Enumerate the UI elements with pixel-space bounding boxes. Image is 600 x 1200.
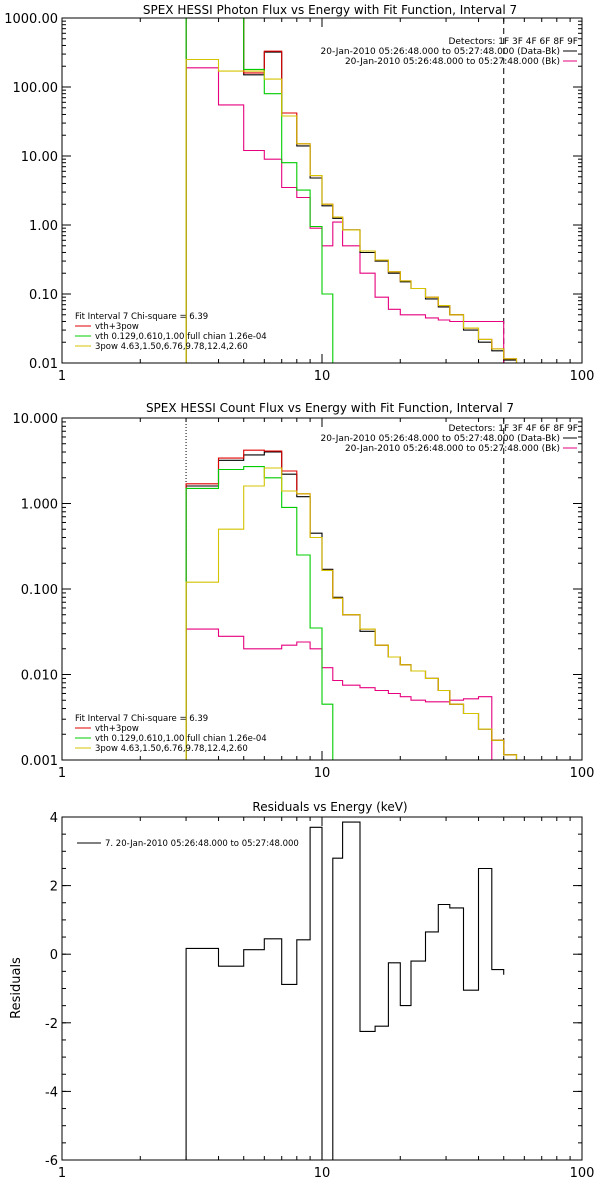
count-flux-frame bbox=[61, 417, 583, 761]
vth-fit-series-line bbox=[185, 18, 334, 363]
3pow-fit-series-line bbox=[185, 467, 533, 760]
residuals-frame bbox=[61, 816, 583, 1161]
detectors-label: Detectors: 1F 3F 4F 6F 8F 9F bbox=[448, 424, 578, 434]
count-flux-axes: 1 10 100 0.001 0.010 0.100 1.000 10.000 bbox=[13, 412, 595, 781]
data-bk-series-line bbox=[185, 18, 518, 363]
background-series-line bbox=[185, 67, 505, 363]
x-tick-label: 100 bbox=[570, 369, 595, 384]
residuals-series-line bbox=[185, 821, 505, 1160]
photon-flux-title: SPEX HESSI Photon Flux vs Energy with Fi… bbox=[143, 3, 517, 17]
fit-interval-label: Fit Interval 7 Chi-square = 6.39 bbox=[75, 714, 208, 724]
y-tick-label: 10.00 bbox=[21, 150, 58, 165]
plot-area bbox=[185, 418, 533, 760]
plot-area bbox=[185, 821, 505, 1160]
residuals-panel: Residuals vs Energy (keV) 1 10 100 -6 -4 -2 0 2… bbox=[9, 800, 594, 1181]
y-tick-label: 0.01 bbox=[29, 357, 58, 372]
vth-fit-series-line bbox=[185, 466, 334, 760]
count-flux-info: Detectors: 1F 3F 4F 6F 8F 9F 20-Jan-2010… bbox=[321, 424, 578, 454]
photon-flux-axes: 1 10 100 0.01 0.10 1.00 10.00 100.00 1000.00 bbox=[4, 12, 594, 384]
x-tick-label: 10 bbox=[314, 1166, 331, 1181]
x-tick-label: 10 bbox=[314, 766, 331, 781]
detectors-label: Detectors: 1F 3F 4F 6F 8F 9F bbox=[448, 37, 578, 47]
fit-total-label: vth+3pow bbox=[95, 322, 139, 332]
y-tick-label: 1.000 bbox=[21, 498, 58, 513]
x-tick-label: 100 bbox=[570, 766, 595, 781]
y-tick-label: 0.001 bbox=[21, 754, 58, 769]
y-tick-label: -4 bbox=[45, 1085, 58, 1100]
y-tick-label: 0.100 bbox=[21, 583, 58, 598]
x-tick-label: 1 bbox=[58, 369, 66, 384]
fit-vth-label: vth 0.129,0.610,1.00 full chian 1.26e-04 bbox=[95, 332, 267, 342]
residuals-series bbox=[185, 821, 505, 1160]
fit-3pow-label: 3pow 4.63,1.50,6.76,9.78,12.4,2.60 bbox=[95, 744, 248, 754]
y-tick-label: 2 bbox=[50, 880, 58, 895]
photon-flux-fit-legend: Fit Interval 7 Chi-square = 6.39 vth+3po… bbox=[75, 312, 267, 352]
fit-3pow-label: 3pow 4.63,1.50,6.76,9.78,12.4,2.60 bbox=[95, 342, 248, 352]
y-tick-label: 4 bbox=[50, 811, 58, 826]
count-flux-panel: SPEX HESSI Count Flux vs Energy with Fit… bbox=[13, 401, 595, 781]
photon-flux-frame bbox=[61, 17, 583, 364]
3pow-fit-series-line bbox=[185, 58, 518, 363]
photon-flux-series bbox=[185, 18, 518, 363]
fit-total-label: vth+3pow bbox=[95, 724, 139, 734]
photon-flux-info: Detectors: 1F 3F 4F 6F 8F 9F 20-Jan-2010… bbox=[321, 37, 578, 67]
y-tick-label: 10.000 bbox=[13, 412, 59, 427]
fit-vth-label: vth 0.129,0.610,1.00 full chian 1.26e-04 bbox=[95, 734, 267, 744]
y-tick-label: -2 bbox=[45, 1017, 58, 1032]
fit-interval-label: Fit Interval 7 Chi-square = 6.39 bbox=[75, 312, 208, 322]
residuals-legend-label: 7. 20-Jan-2010 05:26:48.000 to 05:27:48.… bbox=[105, 839, 299, 849]
photon-flux-panel: SPEX HESSI Photon Flux vs Energy with Fi… bbox=[4, 3, 594, 384]
x-tick-label: 10 bbox=[314, 369, 331, 384]
count-flux-title: SPEX HESSI Count Flux vs Energy with Fit… bbox=[146, 401, 514, 415]
y-tick-label: -6 bbox=[45, 1154, 58, 1169]
plot-area bbox=[185, 18, 518, 363]
y-tick-label: 0.010 bbox=[21, 669, 58, 684]
data-bk-label: 20-Jan-2010 05:26:48.000 to 05:27:48.000… bbox=[321, 434, 560, 444]
y-tick-label: 0 bbox=[50, 948, 58, 963]
residuals-ylabel: Residuals bbox=[9, 957, 24, 1019]
x-tick-label: 100 bbox=[570, 1166, 595, 1181]
data-bk-label: 20-Jan-2010 05:26:48.000 to 05:27:48.000… bbox=[321, 47, 560, 57]
bk-label: 20-Jan-2010 05:26:48.000 to 05:27:48.000… bbox=[345, 444, 560, 454]
y-tick-label: 1.00 bbox=[29, 219, 58, 234]
count-flux-fit-legend: Fit Interval 7 Chi-square = 6.39 vth+3po… bbox=[75, 714, 267, 754]
residuals-title: Residuals vs Energy (keV) bbox=[252, 800, 407, 814]
bk-label: 20-Jan-2010 05:26:48.000 to 05:27:48.000… bbox=[345, 57, 560, 67]
y-tick-label: 1000.00 bbox=[4, 12, 58, 27]
y-tick-label: 100.00 bbox=[13, 81, 59, 96]
total-fit-series-line bbox=[185, 18, 518, 363]
x-tick-label: 1 bbox=[58, 1166, 66, 1181]
residuals-axes: 1 10 100 -6 -4 -2 0 2 4 bbox=[45, 811, 594, 1181]
count-flux-series bbox=[185, 418, 533, 760]
y-tick-label: 0.10 bbox=[29, 288, 58, 303]
x-tick-label: 1 bbox=[58, 766, 66, 781]
